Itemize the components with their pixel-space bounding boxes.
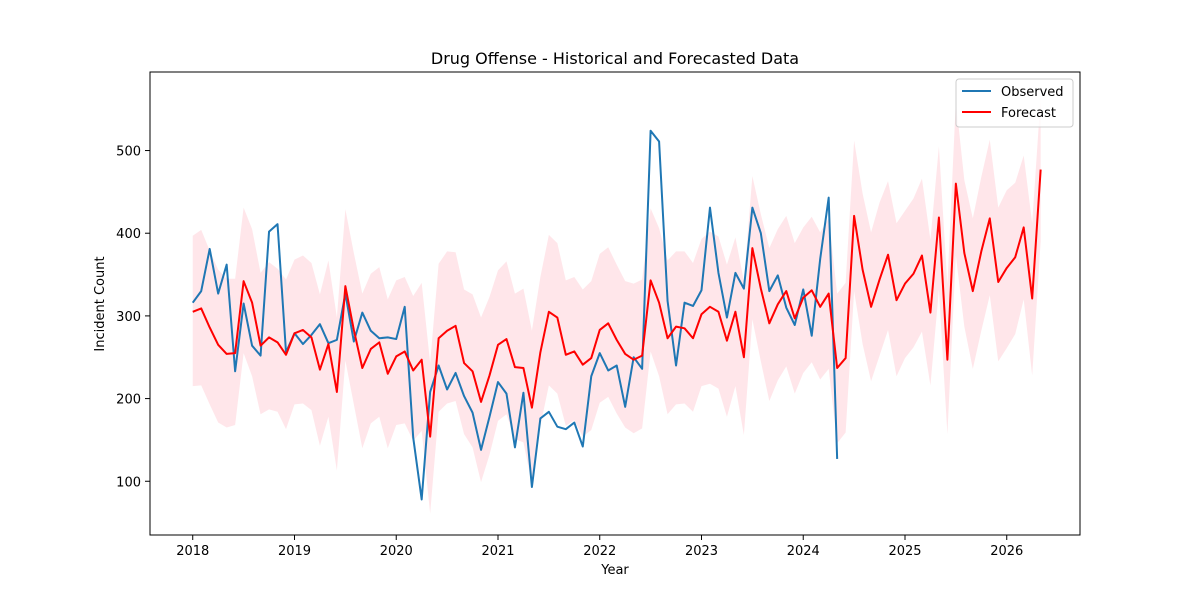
- x-tick-label: 2018: [176, 544, 209, 559]
- forecast-series-line: [192, 169, 1042, 438]
- x-axis-ticks: 2018 2019 2020 2021 2022 2023 2024 2025 2026: [176, 535, 1023, 559]
- y-tick-label: 400: [116, 227, 141, 242]
- confidence-band-layer: [192, 96, 1041, 514]
- forecast-confidence-band: [192, 96, 1041, 514]
- y-axis-ticks: 100 200 300 400 500: [116, 145, 150, 490]
- y-tick-label: 500: [116, 145, 141, 160]
- plot-frame: [149, 71, 1081, 536]
- x-tick-label: 2021: [481, 544, 514, 559]
- observed-series-line: [191, 129, 839, 501]
- x-tick-label: 2020: [380, 544, 413, 559]
- y-tick-label: 200: [116, 393, 141, 408]
- legend: Observed Forecast: [955, 78, 1074, 128]
- y-tick-label: 100: [116, 475, 141, 490]
- legend-label-observed: Observed: [1001, 85, 1064, 100]
- chart-title: Drug Offense - Historical and Forecasted…: [431, 49, 799, 68]
- y-axis-label: Incident Count: [93, 256, 108, 351]
- x-tick-label: 2025: [888, 544, 921, 559]
- x-tick-label: 2023: [685, 544, 718, 559]
- legend-label-forecast: Forecast: [1001, 106, 1056, 121]
- x-tick-label: 2024: [787, 544, 820, 559]
- y-tick-label: 300: [116, 310, 141, 325]
- x-tick-label: 2019: [278, 544, 311, 559]
- series-lines-layer: [191, 129, 1042, 501]
- x-axis-label: Year: [600, 563, 629, 578]
- x-tick-label: 2026: [990, 544, 1023, 559]
- x-tick-label: 2022: [583, 544, 616, 559]
